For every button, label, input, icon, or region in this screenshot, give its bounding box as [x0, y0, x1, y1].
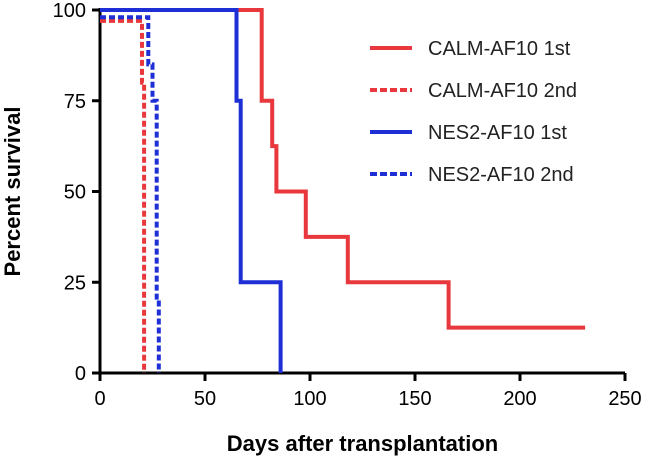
legend-label-2: CALM-AF10 2nd — [428, 80, 577, 102]
y-tick-label: 50 — [64, 182, 86, 204]
axes — [98, 8, 625, 375]
legend-label-1: CALM-AF10 1st — [428, 38, 571, 60]
x-axis-title: Days after transplantation — [227, 431, 498, 456]
x-tick-label: 200 — [503, 388, 536, 410]
x-tick-label: 50 — [194, 388, 216, 410]
series-line-4 — [100, 15, 161, 373]
legend-label-3: NES2-AF10 1st — [428, 122, 567, 144]
legend: CALM-AF10 1st CALM-AF10 2nd NES2-AF10 1st N… — [370, 38, 577, 186]
y-tick-label: 0 — [75, 363, 86, 385]
x-tick-label: 100 — [293, 388, 326, 410]
y-tick-label: 75 — [64, 91, 86, 113]
x-tick-label: 250 — [608, 388, 641, 410]
y-axis-title: Percent survival — [0, 107, 25, 277]
x-tick-label: 0 — [94, 388, 105, 410]
series-line-1 — [100, 8, 586, 330]
x-tick-label: 150 — [398, 388, 431, 410]
ticks: 0 50 100 150 200 250 0 25 50 75 100 — [53, 0, 642, 410]
y-tick-label: 25 — [64, 272, 86, 294]
series-line-2 — [100, 18, 147, 373]
legend-label-4: NES2-AF10 2nd — [428, 164, 574, 186]
series-line-3 — [100, 8, 283, 373]
series-layer — [100, 8, 586, 373]
y-tick-label: 100 — [53, 0, 86, 22]
